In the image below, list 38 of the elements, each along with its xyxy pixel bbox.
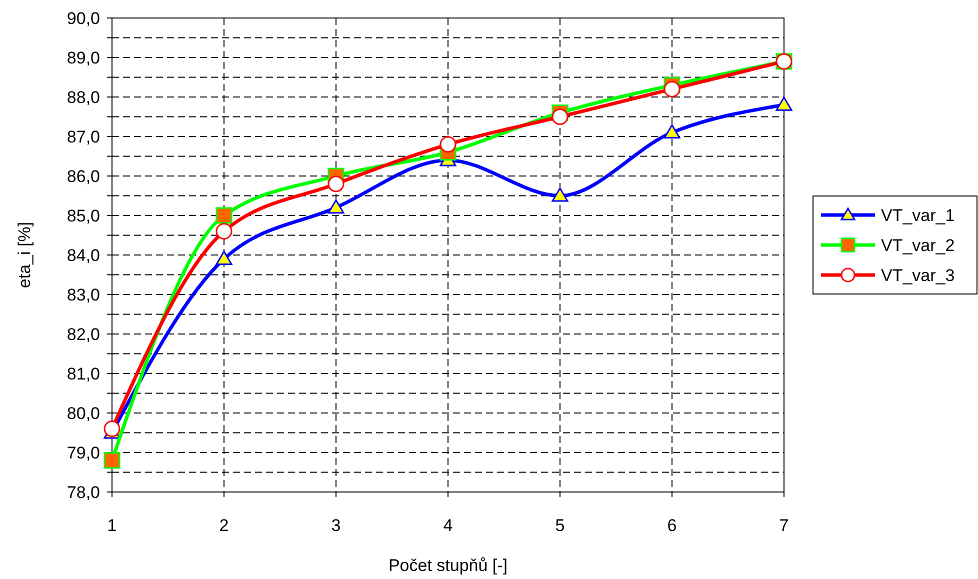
y-tick-label: 79,0 [66, 443, 100, 462]
x-tick-label: 4 [443, 516, 453, 535]
x-axis-title: Počet stupňů [-] [388, 556, 508, 575]
x-tick-label: 2 [219, 516, 229, 535]
legend-label: VT_var_2 [881, 236, 955, 255]
point [216, 250, 232, 265]
y-tick-label: 86,0 [66, 166, 100, 186]
point [552, 188, 568, 202]
y-tick-label: 88,0 [66, 88, 100, 107]
point [216, 223, 232, 240]
y-tick-label: 83,0 [66, 285, 100, 304]
y-tick-label: 85,0 [66, 206, 100, 226]
point [440, 136, 456, 153]
point [776, 96, 792, 111]
y-tick-label: 90,0 [66, 8, 100, 28]
point [328, 176, 344, 192]
y-tick-label: 89,0 [66, 48, 100, 68]
legend-label: VT_var_1 [881, 206, 955, 225]
x-tick-label: 7 [779, 516, 789, 535]
point [104, 420, 120, 438]
point [104, 452, 120, 469]
y-tick-label: 87,0 [66, 127, 100, 146]
y-tick-label: 80,0 [66, 404, 100, 423]
x-tick-label: 6 [667, 516, 677, 535]
point [664, 124, 680, 139]
y-tick-label: 78,0 [66, 482, 100, 502]
y-tick-label: 81,0 [66, 364, 100, 384]
x-tick-label: 1 [107, 516, 117, 535]
y-axis-title: eta_i [%] [15, 222, 34, 288]
legend-label: VT_var_3 [881, 266, 955, 285]
y-tick-label: 82,0 [66, 324, 100, 344]
point [552, 108, 568, 125]
point [216, 207, 232, 224]
y-tick-label: 84,0 [66, 246, 100, 265]
x-tick-label: 5 [555, 516, 565, 535]
x-tick-label: 3 [331, 516, 341, 535]
point [328, 199, 344, 214]
point [664, 80, 680, 98]
